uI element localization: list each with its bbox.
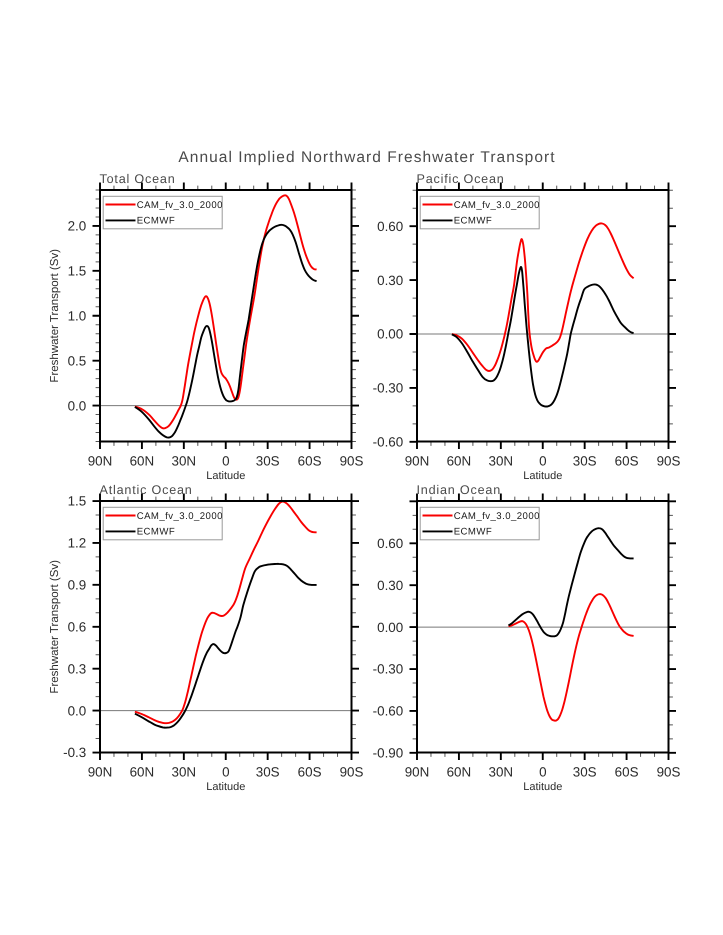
svg-text:2.0: 2.0 xyxy=(68,219,87,234)
svg-text:CAM_fv_3.0_2000: CAM_fv_3.0_2000 xyxy=(454,200,540,211)
svg-text:60N: 60N xyxy=(130,454,155,469)
svg-text:0.6: 0.6 xyxy=(68,619,87,634)
svg-text:0: 0 xyxy=(222,765,229,780)
svg-text:Annual Implied Northward Fresh: Annual Implied Northward Freshwater Tran… xyxy=(178,149,555,166)
svg-text:30S: 30S xyxy=(256,454,280,469)
svg-text:Pacific Ocean: Pacific Ocean xyxy=(417,172,505,186)
svg-text:0.60: 0.60 xyxy=(377,219,403,234)
svg-text:0.3: 0.3 xyxy=(68,661,87,676)
svg-text:60S: 60S xyxy=(615,765,639,780)
svg-text:90N: 90N xyxy=(88,765,113,780)
svg-text:0.00: 0.00 xyxy=(377,327,403,342)
svg-text:Atlantic Ocean: Atlantic Ocean xyxy=(100,483,193,497)
svg-text:Latitude: Latitude xyxy=(523,470,562,482)
svg-text:1.5: 1.5 xyxy=(68,494,87,509)
svg-text:60N: 60N xyxy=(447,765,472,780)
svg-text:1.0: 1.0 xyxy=(68,308,87,323)
svg-text:Total Ocean: Total Ocean xyxy=(100,172,176,186)
svg-text:0.60: 0.60 xyxy=(377,536,403,551)
svg-text:-0.60: -0.60 xyxy=(373,704,404,719)
svg-text:CAM_fv_3.0_2000: CAM_fv_3.0_2000 xyxy=(137,511,223,522)
svg-text:60S: 60S xyxy=(298,454,322,469)
svg-text:-0.90: -0.90 xyxy=(373,746,404,761)
svg-text:-0.30: -0.30 xyxy=(373,662,404,677)
svg-text:CAM_fv_3.0_2000: CAM_fv_3.0_2000 xyxy=(137,200,223,211)
svg-text:CAM_fv_3.0_2000: CAM_fv_3.0_2000 xyxy=(454,511,540,522)
svg-text:-0.3: -0.3 xyxy=(63,745,86,760)
svg-text:60N: 60N xyxy=(447,454,472,469)
svg-text:90N: 90N xyxy=(405,765,430,780)
svg-text:30N: 30N xyxy=(172,765,197,780)
svg-text:30N: 30N xyxy=(489,765,514,780)
svg-text:-0.30: -0.30 xyxy=(373,381,404,396)
svg-text:Latitude: Latitude xyxy=(523,781,562,793)
svg-text:0.00: 0.00 xyxy=(377,620,403,635)
svg-text:90S: 90S xyxy=(340,454,364,469)
svg-text:1.5: 1.5 xyxy=(68,264,87,279)
svg-text:0: 0 xyxy=(222,454,229,469)
svg-text:30S: 30S xyxy=(573,454,597,469)
svg-text:60S: 60S xyxy=(615,454,639,469)
svg-text:0.30: 0.30 xyxy=(377,273,403,288)
svg-text:ECMWF: ECMWF xyxy=(137,216,175,227)
svg-text:1.2: 1.2 xyxy=(68,536,87,551)
svg-text:30S: 30S xyxy=(573,765,597,780)
svg-text:Latitude: Latitude xyxy=(206,781,245,793)
svg-text:60N: 60N xyxy=(130,765,155,780)
svg-text:0.5: 0.5 xyxy=(68,353,87,368)
svg-text:90S: 90S xyxy=(657,454,681,469)
svg-text:0: 0 xyxy=(539,454,546,469)
svg-text:60S: 60S xyxy=(298,765,322,780)
svg-text:90S: 90S xyxy=(340,765,364,780)
svg-text:30S: 30S xyxy=(256,765,280,780)
svg-text:0.0: 0.0 xyxy=(68,703,87,718)
svg-text:90S: 90S xyxy=(657,765,681,780)
svg-text:0: 0 xyxy=(539,765,546,780)
svg-text:90N: 90N xyxy=(405,454,430,469)
svg-text:Freshwater Transport (Sv): Freshwater Transport (Sv) xyxy=(49,560,61,694)
svg-text:0.0: 0.0 xyxy=(68,398,87,413)
svg-text:30N: 30N xyxy=(489,454,514,469)
svg-text:0.9: 0.9 xyxy=(68,578,87,593)
svg-text:Indian Ocean: Indian Ocean xyxy=(417,483,502,497)
svg-text:90N: 90N xyxy=(88,454,113,469)
svg-text:ECMWF: ECMWF xyxy=(454,216,492,227)
svg-text:ECMWF: ECMWF xyxy=(454,527,492,538)
svg-text:0.30: 0.30 xyxy=(377,578,403,593)
svg-text:Freshwater Transport (Sv): Freshwater Transport (Sv) xyxy=(49,249,61,383)
svg-text:ECMWF: ECMWF xyxy=(137,527,175,538)
svg-text:-0.60: -0.60 xyxy=(373,434,404,449)
svg-text:Latitude: Latitude xyxy=(206,470,245,482)
svg-text:30N: 30N xyxy=(172,454,197,469)
